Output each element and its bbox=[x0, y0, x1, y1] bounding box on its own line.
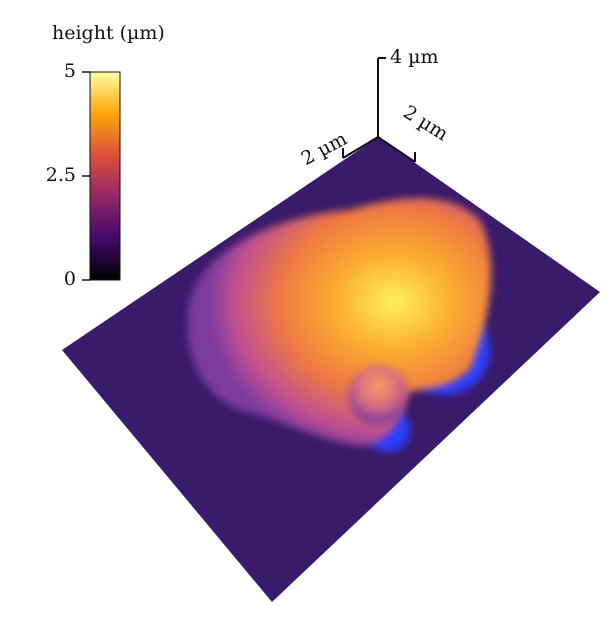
x-axis bbox=[342, 136, 379, 159]
scale-axes bbox=[342, 57, 416, 163]
z-label: 4 µm bbox=[390, 46, 439, 68]
y-axis bbox=[377, 136, 416, 163]
colorbar-title: height (µm) bbox=[52, 22, 165, 44]
cell bbox=[187, 198, 491, 446]
cell-lobe bbox=[348, 365, 408, 425]
surface bbox=[62, 137, 600, 602]
colorbar-tick-label: 2.5 bbox=[46, 164, 76, 186]
y-label: 2 µm bbox=[399, 101, 452, 145]
colorbar-tick-label: 5 bbox=[64, 60, 76, 82]
colorbar-tick-label: 0 bbox=[64, 268, 76, 290]
colorbar bbox=[89, 71, 121, 281]
